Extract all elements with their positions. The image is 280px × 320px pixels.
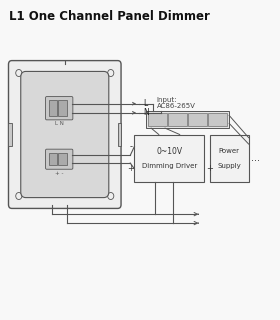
Text: Dimming Driver: Dimming Driver xyxy=(142,163,197,169)
Bar xyxy=(208,113,227,125)
Bar xyxy=(134,134,204,182)
Text: AC86-265V: AC86-265V xyxy=(157,103,196,109)
Bar xyxy=(210,134,249,182)
FancyBboxPatch shape xyxy=(21,71,109,197)
Bar xyxy=(49,153,57,165)
Bar xyxy=(168,113,187,125)
Text: L: L xyxy=(143,99,147,108)
Text: +: + xyxy=(206,164,213,173)
Bar xyxy=(146,111,229,128)
Bar xyxy=(8,123,12,146)
Bar xyxy=(58,100,67,116)
Bar xyxy=(49,100,57,116)
FancyBboxPatch shape xyxy=(46,97,73,120)
Text: + -: + - xyxy=(55,171,64,175)
Text: Supply: Supply xyxy=(217,163,241,169)
Text: +: + xyxy=(128,164,134,173)
Text: -: - xyxy=(130,142,133,151)
Bar xyxy=(188,113,207,125)
Bar xyxy=(58,153,67,165)
Text: L N: L N xyxy=(55,121,64,126)
Bar xyxy=(148,113,167,125)
Text: Input:: Input: xyxy=(157,97,177,103)
Text: L1 One Channel Panel Dimmer: L1 One Channel Panel Dimmer xyxy=(9,10,210,23)
Text: N: N xyxy=(143,108,148,117)
Text: Power: Power xyxy=(219,148,240,154)
Text: ...: ... xyxy=(251,153,260,164)
Text: 0~10V: 0~10V xyxy=(156,147,182,156)
Bar xyxy=(118,123,121,146)
FancyBboxPatch shape xyxy=(8,60,121,208)
FancyBboxPatch shape xyxy=(46,149,73,169)
